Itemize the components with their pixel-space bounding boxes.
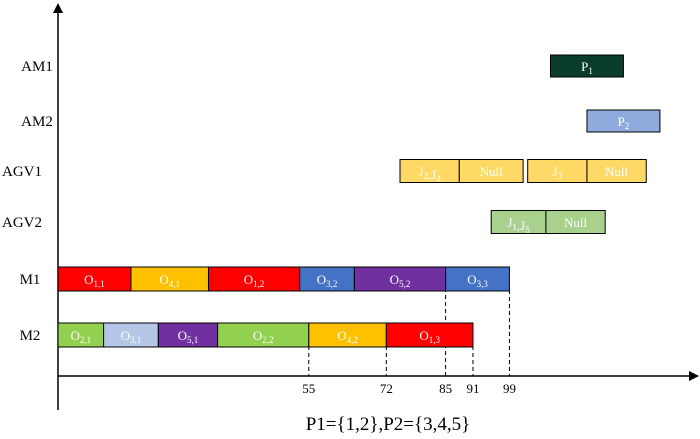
x-tick-label: 91 bbox=[466, 381, 479, 396]
bar-label: P1 bbox=[581, 59, 593, 76]
bar-label: P2 bbox=[618, 114, 630, 131]
bar-label: J1,J5 bbox=[507, 215, 530, 235]
bar-label: Null bbox=[605, 164, 629, 179]
bar-label: Null bbox=[564, 215, 588, 230]
bar-rect bbox=[299, 266, 355, 292]
bar-am2-19: P2 bbox=[586, 109, 661, 133]
row-label-m2: M2 bbox=[20, 328, 41, 344]
bar-rect bbox=[545, 210, 606, 234]
bar-agv1-13: Null bbox=[458, 159, 524, 183]
bar-rect bbox=[385, 322, 474, 348]
bar-rect bbox=[549, 54, 624, 78]
bar-m2-11: O1,3 bbox=[385, 322, 474, 348]
bar-label: O3,2 bbox=[317, 272, 338, 289]
bar-label: J2,J4 bbox=[418, 164, 441, 184]
bar-m2-6: O2,1 bbox=[57, 322, 105, 348]
bar-label: O1,1 bbox=[84, 272, 105, 289]
row-label-agv1: AGV1 bbox=[2, 164, 42, 180]
guide-lines bbox=[308, 267, 510, 376]
bar-rect bbox=[586, 109, 661, 133]
bar-agv2-16: J1,J5 bbox=[490, 210, 547, 235]
bar-agv1-12: J2,J4 bbox=[399, 159, 460, 184]
bar-label: O1,2 bbox=[244, 272, 265, 289]
bar-label: O1,3 bbox=[419, 328, 440, 345]
bar-label: O2,1 bbox=[70, 328, 91, 345]
bar-m2-9: O2,2 bbox=[217, 322, 310, 348]
bar-label: O5,2 bbox=[390, 272, 411, 289]
bar-label: Null bbox=[480, 164, 504, 179]
bar-rect bbox=[57, 266, 132, 292]
bar-rect bbox=[157, 322, 219, 348]
bar-m1-4: O5,2 bbox=[353, 266, 447, 292]
row-label-m1: M1 bbox=[20, 272, 41, 288]
bar-rect bbox=[458, 159, 524, 183]
bar-m1-5: O3,3 bbox=[445, 266, 510, 292]
bar-m1-1: O4,1 bbox=[130, 266, 209, 292]
x-tick-label: 85 bbox=[439, 381, 452, 396]
row-labels: AM1 AM2 AGV1 AGV2 M1 M2 bbox=[2, 59, 53, 344]
bar-m1-2: O1,2 bbox=[207, 266, 301, 292]
bar-rect bbox=[353, 266, 447, 292]
bar-rect bbox=[103, 322, 159, 348]
bar-label: O3,1 bbox=[121, 328, 142, 345]
bar-label: O5,1 bbox=[178, 328, 199, 345]
row-label-agv2: AGV2 bbox=[2, 215, 42, 231]
bar-rect bbox=[207, 266, 301, 292]
row-label-am2: AM2 bbox=[21, 114, 53, 130]
bar-rect bbox=[586, 159, 647, 183]
bar-rect bbox=[57, 322, 105, 348]
bar-label: O4,1 bbox=[159, 272, 180, 289]
bar-label: O4,2 bbox=[337, 328, 358, 345]
bars: O1,1 O4,1 O1,2 O3,2 O5,2 O3,3 O2,1 O3,1 O5,1 O2,2… bbox=[57, 54, 661, 348]
bar-agv1-15: Null bbox=[586, 159, 647, 183]
x-tick-label: 72 bbox=[380, 381, 393, 396]
bar-agv2-17: Null bbox=[545, 210, 606, 234]
bar-m2-7: O3,1 bbox=[103, 322, 159, 348]
row-label-am1: AM1 bbox=[21, 59, 53, 75]
caption: P1={1,2},P2={3,4,5} bbox=[306, 414, 471, 435]
x-tick-label: 99 bbox=[503, 381, 516, 396]
bar-m1-3: O3,2 bbox=[299, 266, 355, 292]
bar-label: J3 bbox=[553, 164, 563, 181]
bar-rect bbox=[445, 266, 510, 292]
x-ticks: 55 72 85 91 99 bbox=[302, 381, 516, 396]
bar-rect bbox=[308, 322, 387, 348]
bar-label: O2,2 bbox=[253, 328, 274, 345]
bar-label: O3,3 bbox=[467, 272, 488, 289]
bar-m2-8: O5,1 bbox=[157, 322, 219, 348]
bar-m2-10: O4,2 bbox=[308, 322, 387, 348]
bar-am1-18: P1 bbox=[549, 54, 624, 78]
bar-m1-0: O1,1 bbox=[57, 266, 132, 292]
x-tick-label: 55 bbox=[302, 381, 315, 396]
bar-agv1-14: J3 bbox=[527, 159, 588, 183]
